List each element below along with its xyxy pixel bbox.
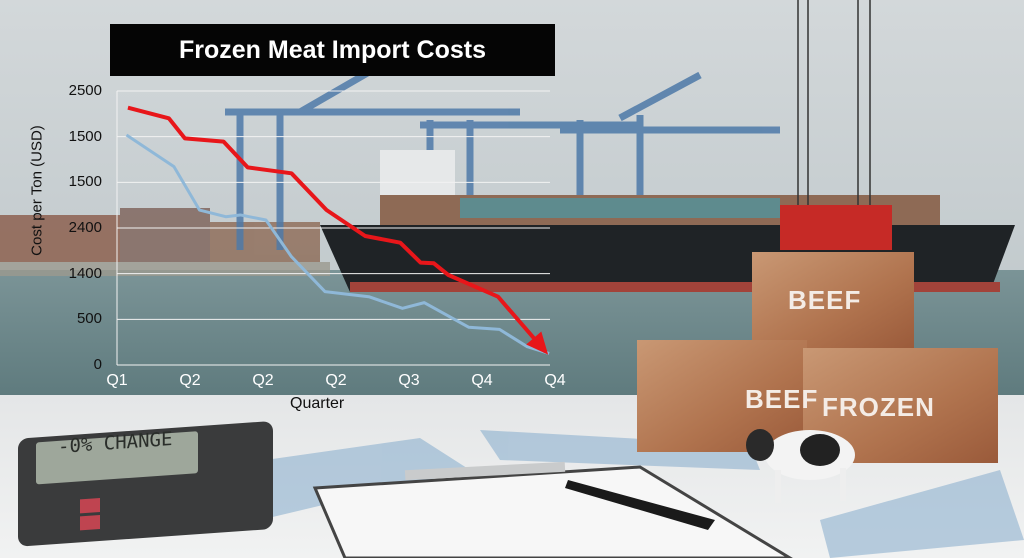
container-stacks	[0, 208, 330, 276]
box-label-left: BEEF	[745, 384, 819, 414]
x-tick-label: Q4	[544, 372, 566, 389]
cow-figurine	[746, 429, 855, 503]
x-tick-label: Q2	[252, 372, 274, 389]
chart-title: Frozen Meat Import Costs	[179, 35, 486, 64]
papers	[230, 430, 1024, 558]
y-tick-label: 1500	[68, 127, 102, 145]
y-tick-label: 500	[76, 310, 102, 328]
y-tick-label: 1400	[68, 264, 102, 282]
y-tick-label: 2400	[68, 219, 102, 236]
chart-title-box: Frozen Meat Import Costs	[110, 24, 555, 76]
y-tick-label: 2500	[68, 82, 102, 99]
arrowhead-icon	[526, 331, 549, 355]
x-tick-label: Q1	[106, 372, 128, 389]
box-label-top: BEEF	[788, 285, 862, 315]
x-axis-label: Quarter	[290, 395, 345, 412]
x-tick-label: Q4	[471, 372, 493, 389]
y-tick-label: 1500	[68, 173, 102, 191]
series-line-blue	[125, 133, 550, 355]
boxes	[637, 252, 998, 463]
calculator	[18, 421, 273, 547]
y-tick-label: 0	[93, 356, 102, 373]
crane-spreader	[780, 0, 892, 250]
x-tick-label: Q2	[179, 372, 201, 389]
x-tick-label: Q3	[398, 372, 420, 389]
x-tick-label: Q2	[325, 372, 347, 389]
box-label-right: FROZEN	[822, 392, 935, 422]
clipboard	[312, 465, 793, 558]
pen	[565, 480, 715, 530]
series-line-red	[127, 105, 548, 353]
